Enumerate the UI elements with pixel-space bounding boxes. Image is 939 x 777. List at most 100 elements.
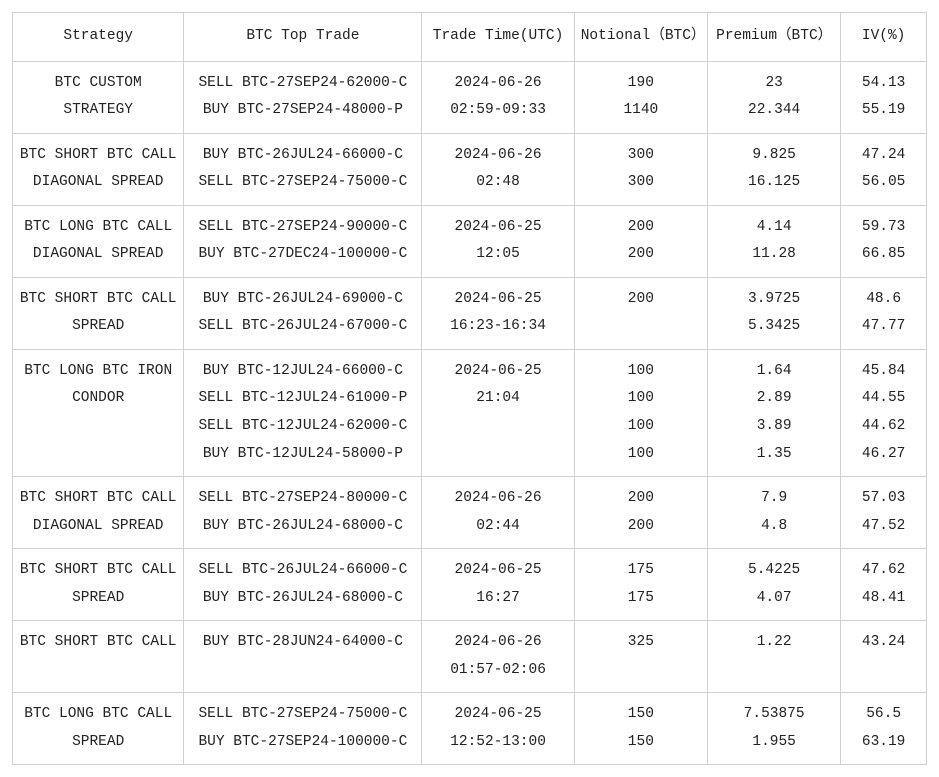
cell-premium: 9.82516.125 [708, 133, 841, 205]
cell-line: 2024-06-26 [428, 485, 567, 513]
cell-line: BUY BTC-28JUN24-64000-C [190, 629, 415, 657]
cell-line: 2024-06-25 [428, 214, 567, 242]
cell-line [190, 657, 415, 685]
cell-line: BTC SHORT BTC CALL [19, 286, 177, 314]
cell-line: SELL BTC-12JUL24-61000-P [190, 385, 415, 413]
table-row: BTC LONG BTC CALLDIAGONAL SPREADSELL BTC… [13, 205, 927, 277]
cell-trades: BUY BTC-28JUN24-64000-C [184, 621, 422, 693]
cell-notional: 200200 [574, 205, 707, 277]
cell-trades: BUY BTC-12JUL24-66000-CSELL BTC-12JUL24-… [184, 349, 422, 476]
cell-line: 1.64 [714, 358, 834, 386]
cell-line: 16:23-16:34 [428, 313, 567, 341]
cell-notional: 100100100100 [574, 349, 707, 476]
cell-line: 59.73 [847, 214, 920, 242]
cell-trades: SELL BTC-26JUL24-66000-CBUY BTC-26JUL24-… [184, 549, 422, 621]
table-row: BTC SHORT BTC CALL BUY BTC-28JUN24-64000… [13, 621, 927, 693]
cell-line: 66.85 [847, 241, 920, 269]
cell-line: 7.9 [714, 485, 834, 513]
cell-line: SELL BTC-27SEP24-62000-C [190, 70, 415, 98]
cell-line [19, 441, 177, 469]
cell-notional: 175175 [574, 549, 707, 621]
cell-premium: 1.642.893.891.35 [708, 349, 841, 476]
cell-line: 44.62 [847, 413, 920, 441]
cell-line: 2.89 [714, 385, 834, 413]
cell-line: 175 [581, 585, 701, 613]
table-body: BTC CUSTOMSTRATEGYSELL BTC-27SEP24-62000… [13, 61, 927, 765]
cell-line: 22.344 [714, 97, 834, 125]
cell-notional: 1901140 [574, 61, 707, 133]
cell-line: 100 [581, 358, 701, 386]
table-row: BTC LONG BTC CALLSPREADSELL BTC-27SEP24-… [13, 693, 927, 765]
cell-strategy: BTC SHORT BTC CALLSPREAD [13, 277, 184, 349]
cell-line [847, 657, 920, 685]
cell-line: 02:48 [428, 169, 567, 197]
cell-trades: SELL BTC-27SEP24-80000-CBUY BTC-26JUL24-… [184, 477, 422, 549]
cell-line: 47.24 [847, 142, 920, 170]
table-row: BTC SHORT BTC CALLSPREADBUY BTC-26JUL24-… [13, 277, 927, 349]
cell-line: BUY BTC-26JUL24-69000-C [190, 286, 415, 314]
cell-iv: 47.6248.41 [841, 549, 927, 621]
cell-trades: SELL BTC-27SEP24-62000-CBUY BTC-27SEP24-… [184, 61, 422, 133]
cell-premium: 5.42254.07 [708, 549, 841, 621]
cell-line: 12:05 [428, 241, 567, 269]
cell-line [19, 657, 177, 685]
cell-line: SELL BTC-27SEP24-90000-C [190, 214, 415, 242]
cell-line: 63.19 [847, 729, 920, 757]
cell-line: 3.89 [714, 413, 834, 441]
cell-line: 46.27 [847, 441, 920, 469]
cell-line: 2024-06-25 [428, 701, 567, 729]
cell-line: 2024-06-25 [428, 286, 567, 314]
cell-premium: 1.22 [708, 621, 841, 693]
cell-trades: SELL BTC-27SEP24-75000-CBUY BTC-27SEP24-… [184, 693, 422, 765]
cell-strategy: BTC LONG BTC CALLDIAGONAL SPREAD [13, 205, 184, 277]
cell-iv: 56.563.19 [841, 693, 927, 765]
cell-line: BUY BTC-12JUL24-58000-P [190, 441, 415, 469]
cell-line: BUY BTC-27DEC24-100000-C [190, 241, 415, 269]
cell-premium: 3.97255.3425 [708, 277, 841, 349]
cell-line: 100 [581, 413, 701, 441]
cell-line: 12:52-13:00 [428, 729, 567, 757]
cell-line: 56.5 [847, 701, 920, 729]
cell-line: 02:59-09:33 [428, 97, 567, 125]
cell-line: 200 [581, 241, 701, 269]
cell-line: 4.14 [714, 214, 834, 242]
cell-line: 55.19 [847, 97, 920, 125]
cell-iv: 43.24 [841, 621, 927, 693]
col-strategy: Strategy [13, 13, 184, 62]
cell-line: 57.03 [847, 485, 920, 513]
cell-iv: 45.8444.5544.6246.27 [841, 349, 927, 476]
cell-line: 200 [581, 214, 701, 242]
cell-line [428, 441, 567, 469]
cell-iv: 47.2456.05 [841, 133, 927, 205]
cell-line: 150 [581, 729, 701, 757]
cell-line: DIAGONAL SPREAD [19, 241, 177, 269]
cell-premium: 4.1411.28 [708, 205, 841, 277]
col-premium: Premium（BTC） [708, 13, 841, 62]
cell-line: SELL BTC-27SEP24-80000-C [190, 485, 415, 513]
cell-strategy: BTC SHORT BTC CALLSPREAD [13, 549, 184, 621]
cell-line [19, 413, 177, 441]
cell-line: 150 [581, 701, 701, 729]
cell-line: BTC LONG BTC IRON [19, 358, 177, 386]
col-iv: IV(%) [841, 13, 927, 62]
cell-line: 2024-06-25 [428, 358, 567, 386]
cell-line: BUY BTC-27SEP24-48000-P [190, 97, 415, 125]
cell-time: 2024-06-2602:59-09:33 [422, 61, 574, 133]
cell-line: 47.62 [847, 557, 920, 585]
cell-line: 2024-06-25 [428, 557, 567, 585]
cell-line: 175 [581, 557, 701, 585]
cell-line: BTC LONG BTC CALL [19, 214, 177, 242]
cell-line [581, 313, 701, 341]
cell-strategy: BTC SHORT BTC CALLDIAGONAL SPREAD [13, 133, 184, 205]
table-row: BTC SHORT BTC CALLSPREADSELL BTC-26JUL24… [13, 549, 927, 621]
cell-strategy: BTC LONG BTC IRONCONDOR [13, 349, 184, 476]
cell-line: 300 [581, 142, 701, 170]
table-row: BTC SHORT BTC CALLDIAGONAL SPREADSELL BT… [13, 477, 927, 549]
cell-trades: BUY BTC-26JUL24-69000-CSELL BTC-26JUL24-… [184, 277, 422, 349]
cell-notional: 300300 [574, 133, 707, 205]
cell-line: SELL BTC-26JUL24-66000-C [190, 557, 415, 585]
cell-line: 4.8 [714, 513, 834, 541]
table-row: BTC CUSTOMSTRATEGYSELL BTC-27SEP24-62000… [13, 61, 927, 133]
cell-line: 1.35 [714, 441, 834, 469]
cell-premium: 2322.344 [708, 61, 841, 133]
